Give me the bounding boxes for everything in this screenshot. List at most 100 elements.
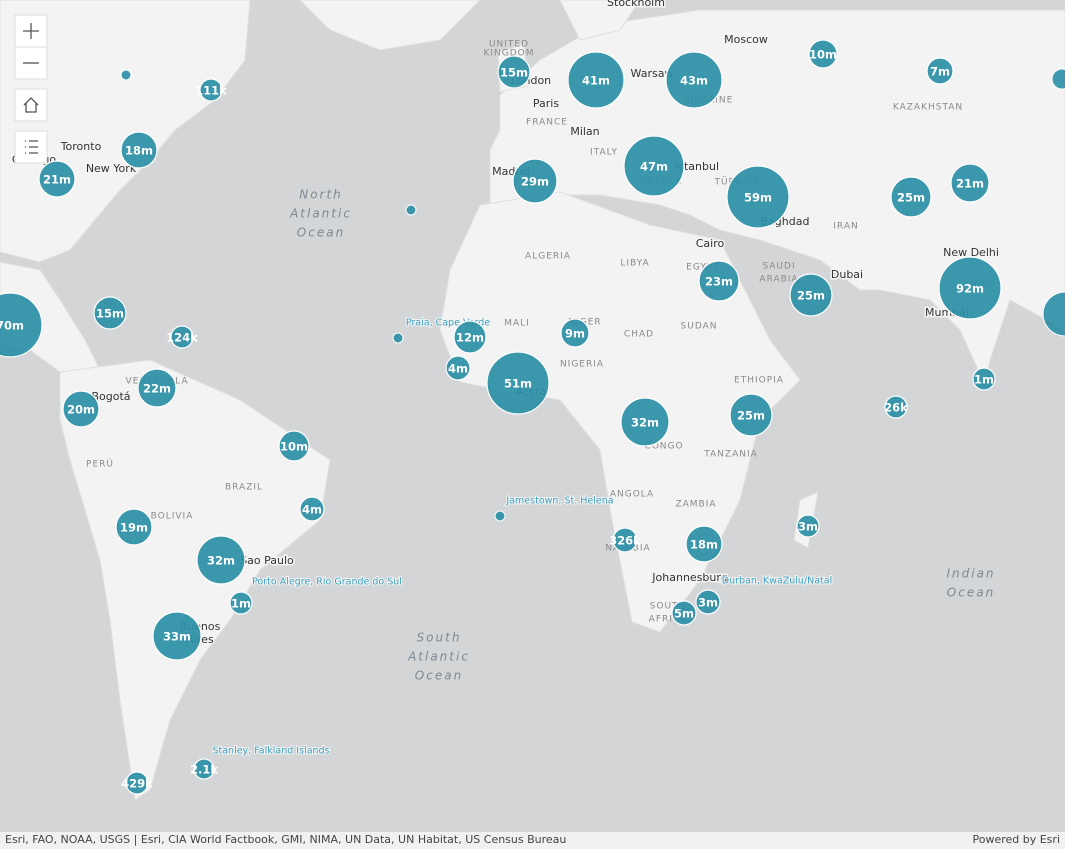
cluster (972, 367, 996, 391)
cluster (199, 78, 223, 102)
cluster-label: 32m (207, 554, 235, 568)
cluster (299, 496, 325, 522)
attribution-bar (0, 832, 1065, 849)
place-label: Stanley, Falkland Islands (212, 746, 329, 757)
attribution: Esri, FAO, NOAA, USGS | Esri, CIA World … (5, 833, 566, 846)
cluster (620, 397, 670, 447)
country-label: BOLIVIA (151, 512, 194, 522)
cluster-label: 18m (125, 144, 153, 158)
cluster-label: 4m (448, 362, 468, 376)
country-label: MALI (504, 319, 530, 329)
country-label: ZAMBIA (675, 500, 716, 510)
country-label: CHAD (624, 330, 654, 340)
country-label: ITALY (590, 148, 618, 158)
city-label: Dubai (831, 268, 863, 281)
cluster-label: 9m (565, 327, 585, 341)
cluster-label: 18m (690, 538, 718, 552)
country-label: ETHIOPIA (734, 376, 784, 386)
cluster-label: 26k (884, 401, 908, 415)
cluster-label: 23m (705, 275, 733, 289)
cluster-label: 124k (166, 331, 198, 345)
cluster-label: 10m (809, 48, 837, 62)
cluster-label: 25m (897, 191, 925, 205)
city-label: Stockholm (607, 0, 665, 9)
cluster (796, 514, 820, 538)
ocean-label: North (299, 188, 343, 202)
layer-list[interactable] (14, 130, 48, 164)
cluster (884, 395, 908, 419)
place-label: Durban, KwaZulu/Natal (722, 576, 832, 587)
cluster-label: 43m (680, 74, 708, 88)
city-label: Johannesburg (651, 571, 727, 584)
cluster-label: 10m (280, 440, 308, 454)
cluster (137, 368, 177, 408)
city-label: New Delhi (943, 246, 999, 259)
cluster-dot (405, 204, 417, 216)
cluster (62, 390, 100, 428)
country-label: BRAZIL (225, 483, 263, 493)
country-label: ALGERIA (525, 252, 571, 262)
powered-by[interactable]: Powered by Esri (972, 833, 1060, 846)
city-label: Toronto (60, 140, 102, 153)
cluster (890, 176, 932, 218)
cluster (445, 355, 471, 381)
country-label: UNITED (489, 40, 529, 50)
cluster-label: 1m (231, 597, 251, 611)
country-label: FRANCE (526, 118, 568, 128)
cluster (665, 51, 723, 109)
cluster (926, 57, 954, 85)
country-label: CONGO (644, 442, 683, 452)
ocean-label: South (417, 631, 462, 645)
cluster (278, 430, 310, 462)
ocean-label: Atlantic (407, 650, 470, 664)
cluster-label: 47m (640, 160, 668, 174)
city-label: Istanbul (675, 160, 719, 173)
country-label: KAZAKHSTAN (893, 103, 963, 113)
cluster (193, 758, 215, 780)
cluster-dot (494, 510, 506, 522)
cluster (612, 527, 638, 553)
cluster-label: 3m (798, 520, 818, 534)
country-label: SOUTH (650, 602, 687, 612)
cluster (950, 163, 990, 203)
home[interactable] (14, 88, 48, 122)
cluster-label: 326k (609, 534, 641, 548)
zoom-in[interactable] (14, 14, 48, 48)
cluster-label: 1m (974, 373, 994, 387)
place-label: Jamestown, St. Helena (505, 496, 613, 507)
cluster (120, 131, 158, 169)
city-label: New York (86, 162, 137, 175)
country-label: EGYPT (686, 263, 720, 273)
cluster (152, 611, 202, 661)
place-label: Porto Alegre, Rio Grande do Sul (252, 577, 402, 588)
country-label: NIGERIA (560, 360, 604, 370)
cluster (229, 591, 253, 615)
cluster-label: 12m (456, 331, 484, 345)
cluster-dot (1042, 291, 1065, 337)
cluster (729, 393, 773, 437)
cluster (685, 525, 723, 563)
cluster-label: 20m (67, 403, 95, 417)
city-label: Cairo (696, 237, 725, 250)
cluster-label: 21m (956, 177, 984, 191)
cluster (115, 508, 153, 546)
cluster-dot (120, 69, 132, 81)
country-label: ANGOLA (610, 490, 654, 500)
cluster (38, 160, 76, 198)
cluster-dot (392, 332, 404, 344)
zoom-out[interactable] (14, 46, 48, 80)
cluster-label: 4m (302, 503, 322, 517)
cluster (125, 771, 149, 795)
cluster-label: 3m (698, 596, 718, 610)
cluster (0, 292, 43, 358)
country-label: KINGDOM (483, 49, 534, 59)
city-label: Sao Paulo (240, 554, 294, 567)
cluster (486, 351, 550, 415)
map-controls (14, 14, 48, 164)
cluster-label: 70m (0, 319, 24, 333)
cluster-label: 25m (737, 409, 765, 423)
cluster-label: 2.1k (190, 763, 218, 777)
cluster (512, 158, 558, 204)
cluster (808, 39, 838, 69)
cluster (560, 318, 590, 348)
